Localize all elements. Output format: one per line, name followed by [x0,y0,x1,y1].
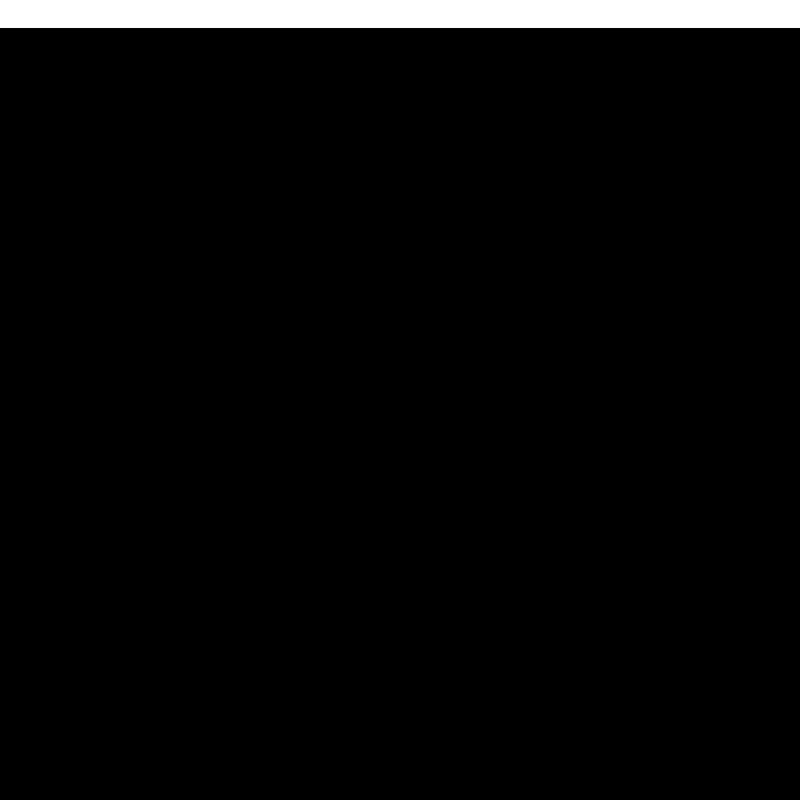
plot-row [0,28,800,800]
heatmap-canvas [250,28,550,178]
figure-root [0,0,800,800]
watermark-row [0,0,800,28]
